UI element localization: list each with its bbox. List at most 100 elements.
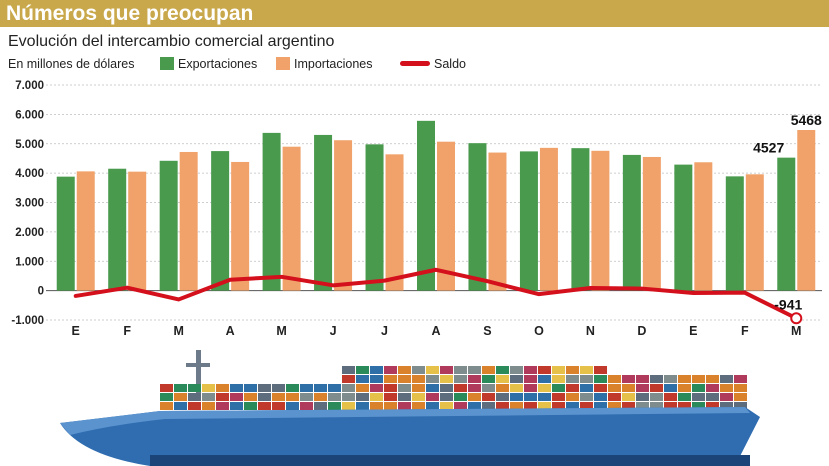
bar-exports	[468, 143, 487, 291]
container-shape	[510, 393, 523, 401]
container-shape	[160, 384, 173, 392]
x-tick-label: M	[276, 324, 286, 338]
container-shape	[426, 384, 439, 392]
container-shape	[566, 384, 579, 392]
container-shape	[258, 393, 271, 401]
container-shape	[482, 384, 495, 392]
container-shape	[384, 402, 397, 410]
x-tick-label: D	[637, 324, 646, 338]
container-shape	[300, 384, 313, 392]
container-shape	[426, 402, 439, 410]
container-shape	[384, 384, 397, 392]
container-shape	[608, 384, 621, 392]
y-tick-label: 5.000	[15, 139, 44, 151]
container-shape	[426, 375, 439, 383]
container-shape	[342, 366, 355, 374]
container-shape	[692, 393, 705, 401]
container-shape	[412, 393, 425, 401]
y-tick-label: 7.000	[15, 80, 44, 92]
bar-exports	[262, 132, 281, 291]
container-shape	[608, 375, 621, 383]
container-shape	[370, 402, 383, 410]
x-tick-label: J	[330, 324, 337, 338]
container-shape	[720, 393, 733, 401]
legend-swatch-exports	[160, 57, 174, 70]
container-shape	[244, 384, 257, 392]
container-shape	[594, 393, 607, 401]
legend-item-exports: Exportaciones	[160, 57, 257, 71]
bar-exports	[56, 176, 75, 291]
container-shape	[468, 375, 481, 383]
container-shape	[622, 375, 635, 383]
container-shape	[538, 366, 551, 374]
x-tick-label: N	[586, 324, 595, 338]
chart-subtitle: Evolución del intercambio comercial arge…	[8, 33, 335, 50]
container-shape	[566, 375, 579, 383]
annotation-balance: -941	[774, 296, 802, 312]
container-shape	[356, 402, 369, 410]
bar-imports	[334, 140, 353, 291]
container-shape	[356, 384, 369, 392]
container-shape	[510, 366, 523, 374]
container-shape	[398, 402, 411, 410]
container-shape	[636, 402, 649, 410]
x-tick-label: J	[381, 324, 388, 338]
container-shape	[202, 384, 215, 392]
container-shape	[370, 366, 383, 374]
container-shape	[440, 366, 453, 374]
container-shape	[272, 384, 285, 392]
container-shape	[468, 366, 481, 374]
container-shape	[594, 384, 607, 392]
container-shape	[370, 375, 383, 383]
container-shape	[328, 402, 341, 410]
container-shape	[230, 393, 243, 401]
container-shape	[580, 384, 593, 392]
container-shape	[566, 402, 579, 410]
bar-imports	[488, 152, 507, 291]
y-tick-label: 6.000	[15, 109, 44, 121]
title-banner: Números que preocupan	[0, 0, 829, 27]
container-shape	[636, 393, 649, 401]
container-shape	[454, 366, 467, 374]
container-shape	[244, 393, 257, 401]
x-tick-label: F	[123, 324, 131, 338]
container-shape	[426, 366, 439, 374]
container-shape	[706, 393, 719, 401]
bar-imports	[797, 130, 816, 291]
container-shape	[356, 375, 369, 383]
container-shape	[692, 375, 705, 383]
container-shape	[370, 393, 383, 401]
container-shape	[720, 402, 733, 410]
container-shape	[468, 393, 481, 401]
container-shape	[314, 393, 327, 401]
container-shape	[678, 393, 691, 401]
bar-imports	[642, 156, 661, 291]
container-shape	[552, 393, 565, 401]
container-shape	[524, 393, 537, 401]
container-shape	[370, 384, 383, 392]
container-shape	[580, 366, 593, 374]
container-shape	[650, 384, 663, 392]
container-shape	[258, 402, 271, 410]
container-shape	[440, 393, 453, 401]
container-shape	[706, 402, 719, 410]
container-shape	[384, 366, 397, 374]
container-shape	[720, 375, 733, 383]
container-shape	[650, 402, 663, 410]
container-shape	[440, 375, 453, 383]
container-shape	[398, 393, 411, 401]
container-shape	[622, 393, 635, 401]
container-shape	[678, 375, 691, 383]
container-shape	[538, 375, 551, 383]
legend-label-exports: Exportaciones	[178, 57, 258, 71]
container-shape	[566, 393, 579, 401]
container-shape	[398, 384, 411, 392]
container-shape	[482, 393, 495, 401]
y-tick-label: 3.000	[15, 198, 44, 210]
container-shape	[496, 393, 509, 401]
container-shape	[300, 393, 313, 401]
container-shape	[174, 384, 187, 392]
bar-exports	[571, 148, 590, 291]
y-tick-label: -1.000	[11, 315, 44, 327]
container-shape	[328, 384, 341, 392]
